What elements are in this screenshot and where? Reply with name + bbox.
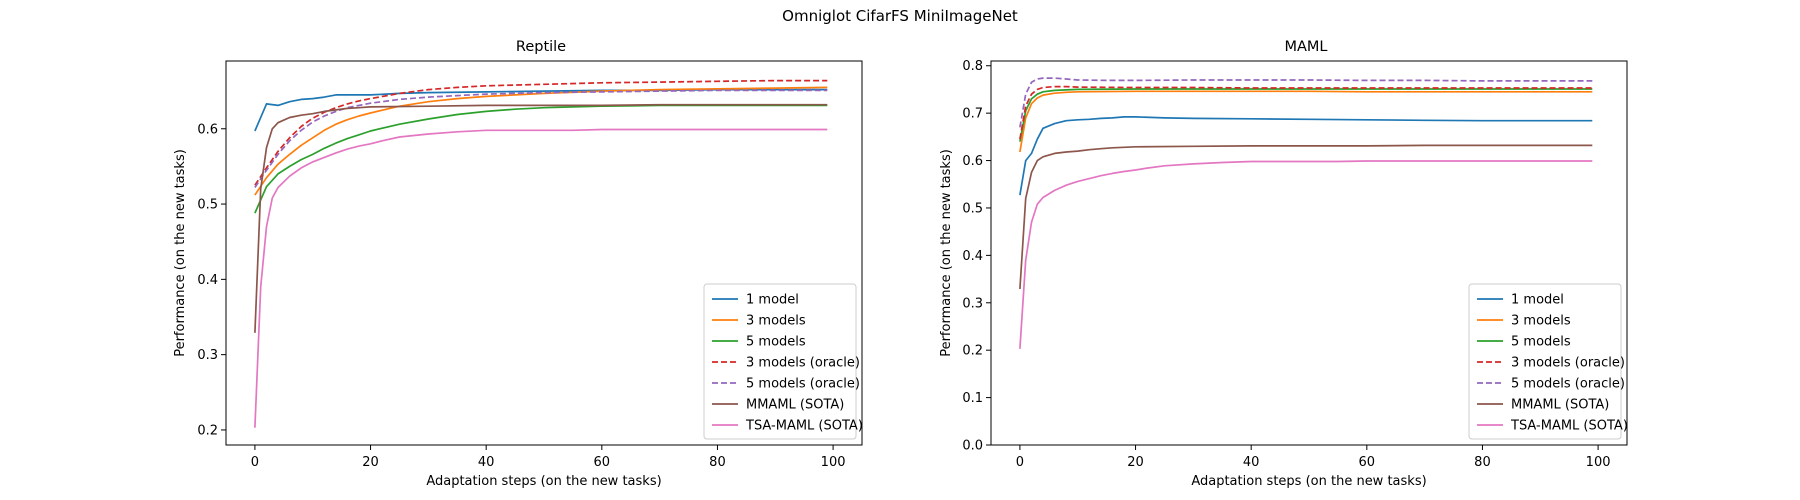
maml-y-tick-label: 0.6	[962, 154, 983, 169]
maml-y-tick-label: 0.0	[962, 439, 983, 454]
maml-series-line-7	[1019, 160, 1593, 349]
maml-legend-label: MMAML (SOTA)	[1511, 398, 1609, 413]
reptile-legend-label: 3 models (oracle)	[746, 356, 860, 371]
maml-legend-label: TSA-MAML (SOTA)	[1510, 419, 1628, 434]
reptile-x-tick-label: 20	[362, 455, 379, 470]
reptile-series-line-4	[254, 79, 828, 186]
maml-x-tick-label: 40	[1243, 455, 1260, 470]
reptile-tick-layer: 0 20 40 60 80 100 0.2 0.3 0.4 0.5 0.6	[197, 122, 845, 470]
reptile-y-tick-label: 0.3	[197, 348, 218, 363]
maml-x-tick-label: 20	[1127, 455, 1144, 470]
maml-y-tick-label: 0.3	[962, 296, 983, 311]
reptile-legend-label: 3 models	[746, 314, 806, 329]
maml-legend-label: 1 model	[1511, 293, 1564, 308]
reptile-legend-frame	[703, 283, 857, 440]
reptile-axes-frame	[225, 60, 863, 446]
maml-legend: 1 model 3 models 5 models 3 models (oracle)…	[1468, 283, 1628, 440]
maml-axes-frame	[990, 60, 1628, 446]
maml-series-line-4	[1019, 85, 1593, 140]
maml-y-tick-label: 0.7	[962, 107, 983, 122]
reptile-y-tick-label: 0.2	[197, 423, 218, 438]
maml-y-tick-label: 0.2	[962, 344, 983, 359]
maml-series-line-1	[1019, 116, 1593, 196]
reptile-x-tick-label: 0	[251, 455, 259, 470]
reptile-plot-layer	[254, 79, 828, 428]
maml-y-tick-label: 0.4	[962, 249, 983, 264]
reptile-y-axis-label: Performance (on the new tasks)	[173, 149, 188, 357]
reptile-series-line-6	[254, 103, 828, 333]
maml-plot-layer	[1019, 77, 1593, 349]
maml-y-tick-label: 0.5	[962, 201, 983, 216]
reptile-legend-label: 5 models (oracle)	[746, 377, 860, 392]
reptile-x-tick-label: 40	[478, 455, 495, 470]
maml-legend-label: 5 models (oracle)	[1511, 377, 1625, 392]
reptile-legend: 1 model 3 models 5 models 3 models (oracle)…	[703, 283, 863, 440]
maml-y-tick-label: 0.1	[962, 391, 983, 406]
maml-y-axis-label: Performance (on the new tasks)	[939, 149, 954, 357]
maml-x-tick-label: 0	[1016, 455, 1024, 470]
reptile-series-line-5	[254, 89, 828, 188]
maml-y-tick-label: 0.8	[962, 59, 983, 74]
reptile-legend-label: 5 models	[746, 335, 806, 350]
maml-x-tick-label: 100	[1586, 455, 1611, 470]
reptile-chart-title: Reptile	[516, 39, 566, 55]
reptile-series-line-7	[254, 128, 828, 428]
maml-series-line-3	[1019, 88, 1593, 142]
reptile-legend-label: TSA-MAML (SOTA)	[745, 419, 863, 434]
reptile-series-line-2	[254, 86, 828, 196]
maml-legend-label: 3 models	[1511, 314, 1571, 329]
reptile-y-tick-label: 0.4	[197, 273, 218, 288]
maml-x-tick-label: 80	[1474, 455, 1491, 470]
maml-legend-label: 3 models (oracle)	[1511, 356, 1625, 371]
maml-legend-label: 5 models	[1511, 335, 1571, 350]
maml-tick-layer: 0 20 40 60 80 100 0.0 0.1 0.2 0.3 0.4 0.5 0.6 0.7 0.8	[962, 59, 1610, 470]
reptile-x-axis-label: Adaptation steps (on the new tasks)	[426, 474, 661, 489]
reptile-y-tick-label: 0.6	[197, 122, 218, 137]
reptile-y-tick-label: 0.5	[197, 198, 218, 213]
reptile-chart-panel: Reptile 0 20 40 60 80 100 0.2 0.3 0.4 0.5 0.6 Adap…	[173, 39, 863, 489]
maml-series-line-5	[1019, 77, 1593, 128]
reptile-x-tick-label: 80	[709, 455, 726, 470]
maml-chart-title: MAML	[1284, 39, 1327, 55]
maml-series-line-6	[1019, 144, 1593, 290]
reptile-legend-label: 1 model	[746, 293, 799, 308]
maml-x-axis-label: Adaptation steps (on the new tasks)	[1191, 474, 1426, 489]
reptile-x-tick-label: 60	[594, 455, 611, 470]
maml-x-tick-label: 60	[1359, 455, 1376, 470]
figure-suptitle: Omniglot CifarFS MiniImageNet	[782, 7, 1018, 25]
reptile-legend-label: MMAML (SOTA)	[746, 398, 844, 413]
maml-chart-panel: MAML 0 20 40 60 80 100 0.0 0.1 0.2 0.3 0.4 0.5 0.6 0.…	[939, 39, 1628, 489]
maml-legend-frame	[1468, 283, 1622, 440]
reptile-x-tick-label: 100	[821, 455, 846, 470]
maml-series-line-2	[1019, 90, 1593, 153]
